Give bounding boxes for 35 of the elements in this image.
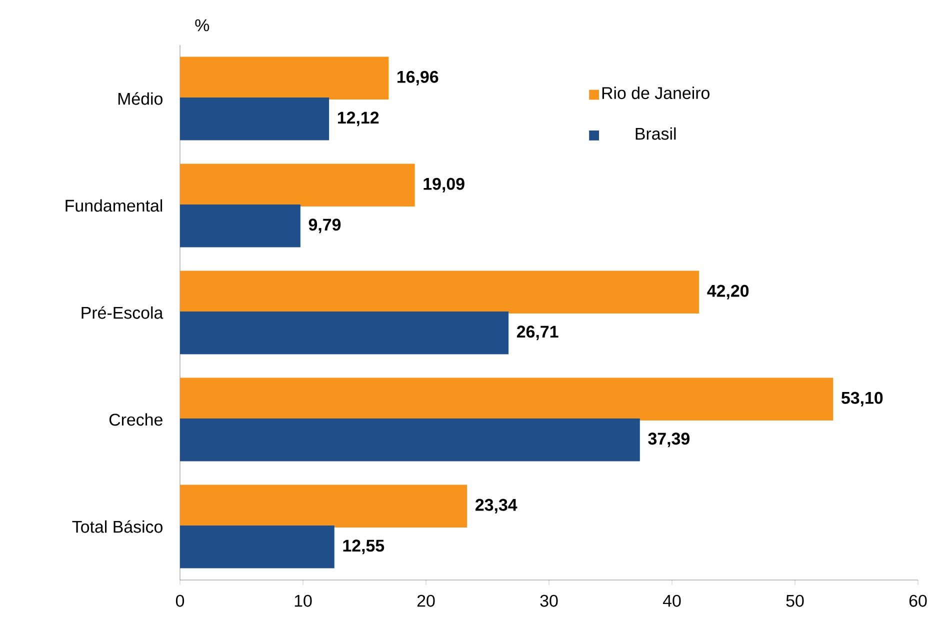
- x-tick-label: 20: [417, 594, 435, 607]
- bar: [180, 56, 389, 100]
- x-tick-label: 30: [540, 594, 558, 607]
- x-tick-label: 40: [662, 594, 681, 607]
- y-tick-label: Médio: [118, 92, 162, 105]
- y-tick-label: Total Básico: [72, 520, 162, 533]
- data-label: 42,20: [707, 284, 749, 300]
- y-tick-label: Pré-Escola: [82, 306, 164, 319]
- bar: [180, 204, 300, 248]
- legend-label: Rio de Janeiro: [602, 86, 710, 100]
- data-label: 19,09: [424, 178, 464, 192]
- bar: [180, 378, 834, 420]
- bar: [180, 312, 509, 354]
- y-tick-label: Creche: [109, 413, 162, 426]
- data-label: 12,55: [343, 540, 384, 554]
- data-label: 9,79: [308, 218, 341, 234]
- bar: [180, 164, 415, 206]
- data-label: 53,10: [841, 392, 883, 406]
- x-tick-label: 10: [294, 594, 312, 607]
- legend-label: Brasil: [636, 127, 676, 140]
- data-label: 16,96: [398, 70, 438, 86]
- bar: [180, 270, 700, 314]
- x-tick-label: 60: [909, 594, 927, 607]
- bar: [180, 526, 334, 568]
- x-axis-title: %: [195, 19, 210, 32]
- bar: [180, 98, 330, 140]
- y-tick-label: Fundamental: [66, 199, 162, 212]
- data-label: 26,71: [516, 326, 558, 340]
- data-label: 23,34: [476, 498, 518, 514]
- data-label: 37,39: [648, 432, 690, 448]
- data-label: 12,12: [338, 112, 379, 126]
- x-tick-label: 0: [176, 594, 184, 607]
- bar: [180, 484, 468, 528]
- bar: [180, 418, 640, 462]
- x-tick-label: 50: [786, 594, 804, 607]
